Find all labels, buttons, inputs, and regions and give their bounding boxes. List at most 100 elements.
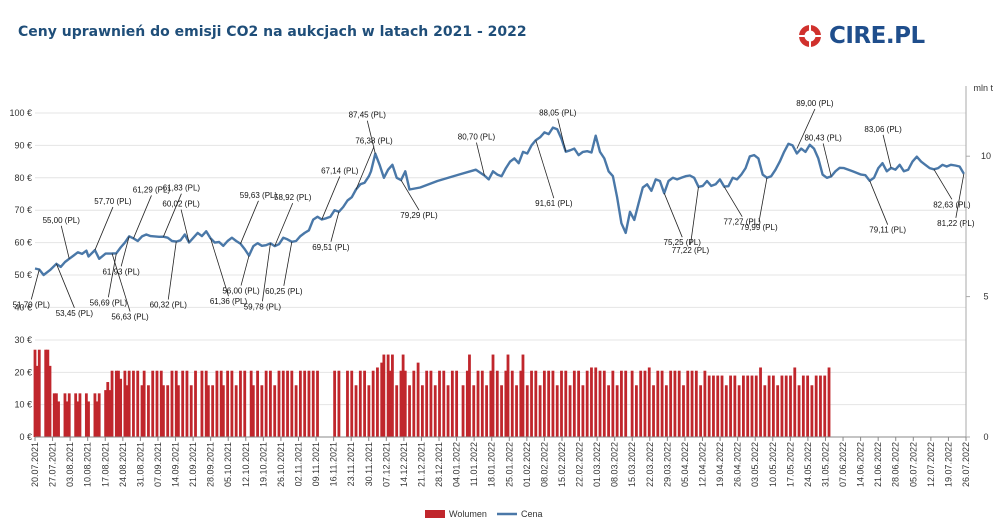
x-tick-label: 08.02.2022 xyxy=(539,442,549,487)
annotation-leader xyxy=(274,202,294,247)
volume-bar xyxy=(607,385,610,437)
annotation-leader xyxy=(663,193,683,238)
volume-bar xyxy=(371,370,375,437)
annotation-leader xyxy=(56,263,75,308)
x-tick-label: 19.10.2021 xyxy=(258,442,268,487)
volume-bar xyxy=(789,375,792,437)
volume-bar xyxy=(273,385,277,437)
volume-bar xyxy=(716,375,720,437)
annotation-leader xyxy=(321,176,341,220)
price-tick-label: 40 € xyxy=(14,302,32,312)
x-tick-label: 14.09.2021 xyxy=(171,442,181,487)
x-tick-label: 14.12.2021 xyxy=(399,442,409,487)
annotation-label: 69,51 (PL) xyxy=(312,243,350,252)
volume-bar xyxy=(311,370,315,437)
x-tick-label: 26.07.2022 xyxy=(961,442,971,487)
annotation-leader xyxy=(180,209,190,243)
volume-bar xyxy=(159,370,163,437)
volume-bar xyxy=(519,370,523,437)
volume-bar xyxy=(555,385,559,437)
annotation-leader xyxy=(163,193,182,237)
volume-bar xyxy=(87,401,90,437)
volume-bar xyxy=(560,370,563,437)
volume-bar xyxy=(219,370,223,437)
volume-bar xyxy=(354,385,358,437)
volume-bar xyxy=(615,385,619,437)
x-tick-label: 21.09.2021 xyxy=(188,442,198,487)
x-tick-label: 18.01.2022 xyxy=(487,442,497,487)
volume-bar xyxy=(97,393,101,437)
x-tick-label: 22.02.2022 xyxy=(575,442,585,487)
brand-name: CIRE.PL xyxy=(829,23,925,49)
volume-bar xyxy=(465,370,469,437)
x-tick-label: 12.07.2022 xyxy=(926,442,936,487)
annotation-label: 56,00 (PL) xyxy=(222,287,260,296)
annotation-leader xyxy=(240,255,250,286)
volume-bar xyxy=(162,385,165,437)
volume-bar xyxy=(707,375,711,437)
volume-bar xyxy=(65,401,69,437)
volume-bar xyxy=(495,370,499,437)
volume-bar xyxy=(140,385,144,437)
right-axis-tick-label: 0 xyxy=(983,432,988,442)
price-tick-label: 70 € xyxy=(14,205,32,215)
volume-bar xyxy=(510,370,514,437)
volume-bar xyxy=(416,362,420,437)
volume-bar xyxy=(827,367,831,437)
x-tick-label: 01.02.2022 xyxy=(522,442,532,487)
x-tick-label: 20.07.2021 xyxy=(30,442,40,487)
volume-bar xyxy=(286,370,289,437)
volume-bar xyxy=(538,385,542,437)
volume-bar xyxy=(151,370,155,437)
volume-bar xyxy=(677,370,681,437)
volume-bar xyxy=(635,385,638,437)
volume-bar xyxy=(801,375,805,437)
volume-bar xyxy=(382,354,386,437)
annotation-label: 77,22 (PL) xyxy=(672,246,710,255)
x-tick-label: 07.12.2021 xyxy=(381,442,391,487)
volume-bar xyxy=(754,375,758,437)
volume-bar xyxy=(568,385,572,437)
x-tick-label: 15.03.2022 xyxy=(627,442,637,487)
x-tick-label: 24.08.2021 xyxy=(118,442,128,487)
volume-bar xyxy=(485,385,488,437)
annotation-leader xyxy=(476,142,485,176)
legend-label-cena: Cena xyxy=(521,509,543,519)
x-tick-label: 28.12.2021 xyxy=(434,442,444,487)
volume-bar xyxy=(703,370,707,437)
x-tick-label: 05.07.2022 xyxy=(908,442,918,487)
annotation-leader xyxy=(955,173,965,218)
volume-bar xyxy=(76,401,80,437)
volume-bar xyxy=(525,385,529,437)
volume-bar xyxy=(767,375,771,437)
volume-bar xyxy=(93,393,97,437)
volume-bar xyxy=(174,370,178,437)
volume-bar xyxy=(712,375,715,437)
annotation-label: 81,22 (PL) xyxy=(937,219,975,228)
volume-bar xyxy=(337,370,341,437)
volume-bar xyxy=(647,367,651,437)
volume-bar xyxy=(639,370,643,437)
chart-title: Ceny uprawnień do emisji CO2 na aukcjach… xyxy=(18,24,527,40)
volume-bar xyxy=(376,367,379,437)
volume-bar xyxy=(598,370,602,437)
volume-bar xyxy=(699,385,703,437)
volume-bar xyxy=(442,370,446,437)
volume-bar xyxy=(742,375,745,437)
annotation-label: 91,61 (PL) xyxy=(535,199,573,208)
price-tick-label: 100 € xyxy=(9,108,32,118)
annotation-label: 82,63 (PL) xyxy=(933,200,971,209)
volume-bar xyxy=(108,390,112,437)
annotation-label: 89,00 (PL) xyxy=(796,99,834,108)
volume-bar xyxy=(521,354,525,437)
volume-bar xyxy=(147,385,150,437)
volume-bar xyxy=(226,370,230,437)
volume-bar xyxy=(104,390,108,437)
volume-bar xyxy=(185,370,189,437)
x-tick-label: 07.09.2021 xyxy=(153,442,163,487)
annotation-leader xyxy=(262,243,271,302)
annotation-label: 67,14 (PL) xyxy=(321,166,359,175)
volume-bar xyxy=(534,370,538,437)
x-tick-label: 03.08.2021 xyxy=(65,442,75,487)
volume-bar xyxy=(52,393,56,437)
